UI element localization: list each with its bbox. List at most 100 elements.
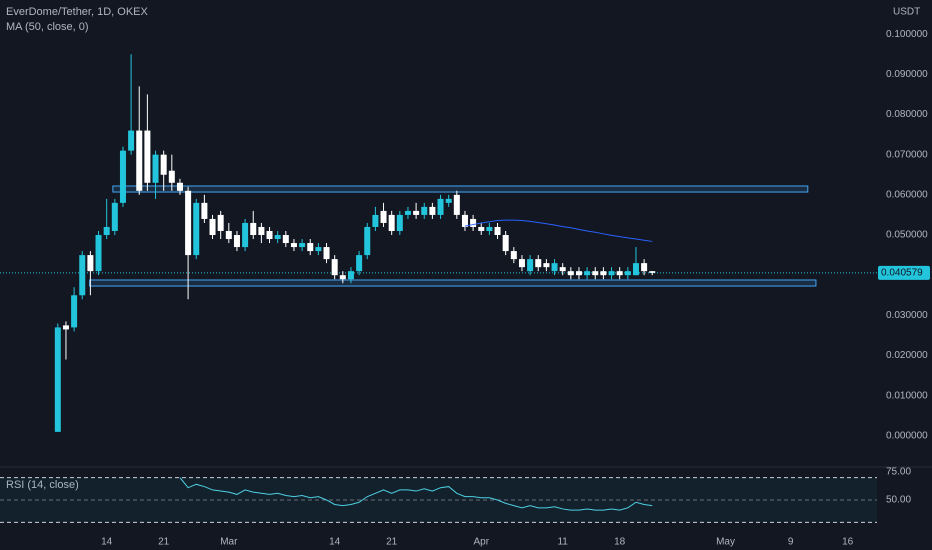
candle-body	[128, 130, 135, 151]
candle-body	[331, 259, 338, 276]
currency-label: USDT	[893, 7, 920, 18]
candle-body	[282, 235, 289, 244]
y-tick-label: 0.020000	[886, 350, 928, 361]
candle-body	[453, 194, 460, 215]
candle-body	[502, 235, 509, 252]
x-tick-label: Apr	[473, 537, 489, 548]
candle-body	[62, 325, 69, 330]
candle-body	[404, 210, 411, 215]
candle-body	[413, 210, 420, 215]
candle-body	[299, 243, 306, 248]
y-tick-label: 0.090000	[886, 69, 928, 80]
candle-body	[95, 235, 102, 272]
candle-body	[364, 226, 371, 256]
y-tick-label: 0.060000	[886, 189, 928, 200]
last-price-tag	[878, 265, 930, 280]
x-tick-label: Mar	[220, 537, 238, 548]
candle-body	[274, 235, 281, 240]
x-tick-label: 14	[101, 537, 113, 548]
last-price-label: 0.040579	[881, 267, 923, 278]
candle-body	[535, 259, 542, 268]
candle-body	[518, 259, 525, 268]
y-tick-label: 75.00	[886, 467, 911, 478]
candle-body	[559, 267, 566, 272]
candle-body	[201, 202, 208, 219]
x-tick-label: 16	[842, 537, 854, 548]
candle-body	[632, 263, 639, 276]
candle-body	[217, 214, 224, 231]
candle-body	[437, 198, 444, 215]
candle-body	[543, 263, 550, 268]
candle-body	[290, 243, 297, 248]
candle-body	[486, 226, 493, 231]
candle-body	[421, 206, 428, 215]
x-tick-label: 11	[557, 537, 568, 548]
candle-body	[79, 255, 86, 296]
candle-body	[608, 271, 615, 276]
candle-body	[225, 230, 232, 240]
y-tick-label: 0.000000	[886, 431, 928, 442]
x-tick-label: 9	[788, 537, 794, 548]
candle-body	[649, 271, 656, 273]
candle-body	[144, 130, 151, 183]
candle-body	[233, 235, 240, 248]
chart-title: EverDome/Tether, 1D, OKEX	[6, 6, 148, 18]
candle-body	[429, 206, 436, 215]
candle-body	[168, 170, 175, 183]
candle-body	[176, 182, 183, 191]
candle-body	[111, 202, 118, 231]
candle-body	[380, 210, 387, 223]
candle-body	[624, 271, 631, 276]
candle-body	[266, 230, 273, 240]
candle-body	[250, 222, 257, 236]
candle-body	[494, 226, 501, 236]
moving-average	[464, 219, 653, 242]
candle-body	[470, 218, 477, 227]
candle-body	[136, 130, 143, 191]
candle-body	[307, 243, 314, 252]
candle-body	[323, 247, 330, 260]
candle-body	[372, 214, 379, 227]
candle-body	[339, 275, 346, 280]
rsi-line	[179, 477, 653, 511]
candle-body	[584, 271, 591, 276]
zone	[89, 279, 817, 287]
candle-body	[103, 226, 110, 236]
candle-body	[575, 271, 582, 276]
candle-body	[160, 154, 167, 175]
candle-body	[119, 150, 126, 203]
candle-body	[510, 251, 517, 260]
candle-body	[445, 198, 452, 203]
candle-body	[641, 263, 648, 272]
candle-body	[600, 271, 607, 276]
candle-body	[567, 271, 574, 276]
candle-body	[315, 247, 322, 252]
candle-body	[87, 255, 94, 272]
x-tick-label: 18	[614, 537, 626, 548]
candle-body	[478, 226, 485, 231]
y-tick-label: 0.070000	[886, 149, 928, 160]
x-tick-label: 21	[386, 537, 398, 548]
candle-body	[396, 214, 403, 231]
candle-body	[347, 271, 354, 280]
zone	[112, 185, 809, 193]
x-tick-label: May	[716, 537, 735, 548]
candle-body	[592, 271, 599, 276]
candle-body	[616, 271, 623, 276]
candle-body	[461, 214, 468, 227]
candle-body	[551, 263, 558, 272]
candle-body	[185, 190, 192, 256]
candle-body	[242, 222, 249, 248]
candle-body	[152, 154, 159, 183]
candle-body	[356, 255, 363, 272]
y-tick-label: 50.00	[886, 495, 911, 506]
rsi-label: RSI (14, close)	[6, 479, 79, 491]
y-tick-label: 0.010000	[886, 390, 928, 401]
x-tick-label: 14	[329, 537, 341, 548]
y-tick-label: 0.030000	[886, 310, 928, 321]
candle-body	[258, 226, 265, 236]
candle-body	[193, 202, 200, 256]
y-tick-label: 0.080000	[886, 109, 928, 120]
